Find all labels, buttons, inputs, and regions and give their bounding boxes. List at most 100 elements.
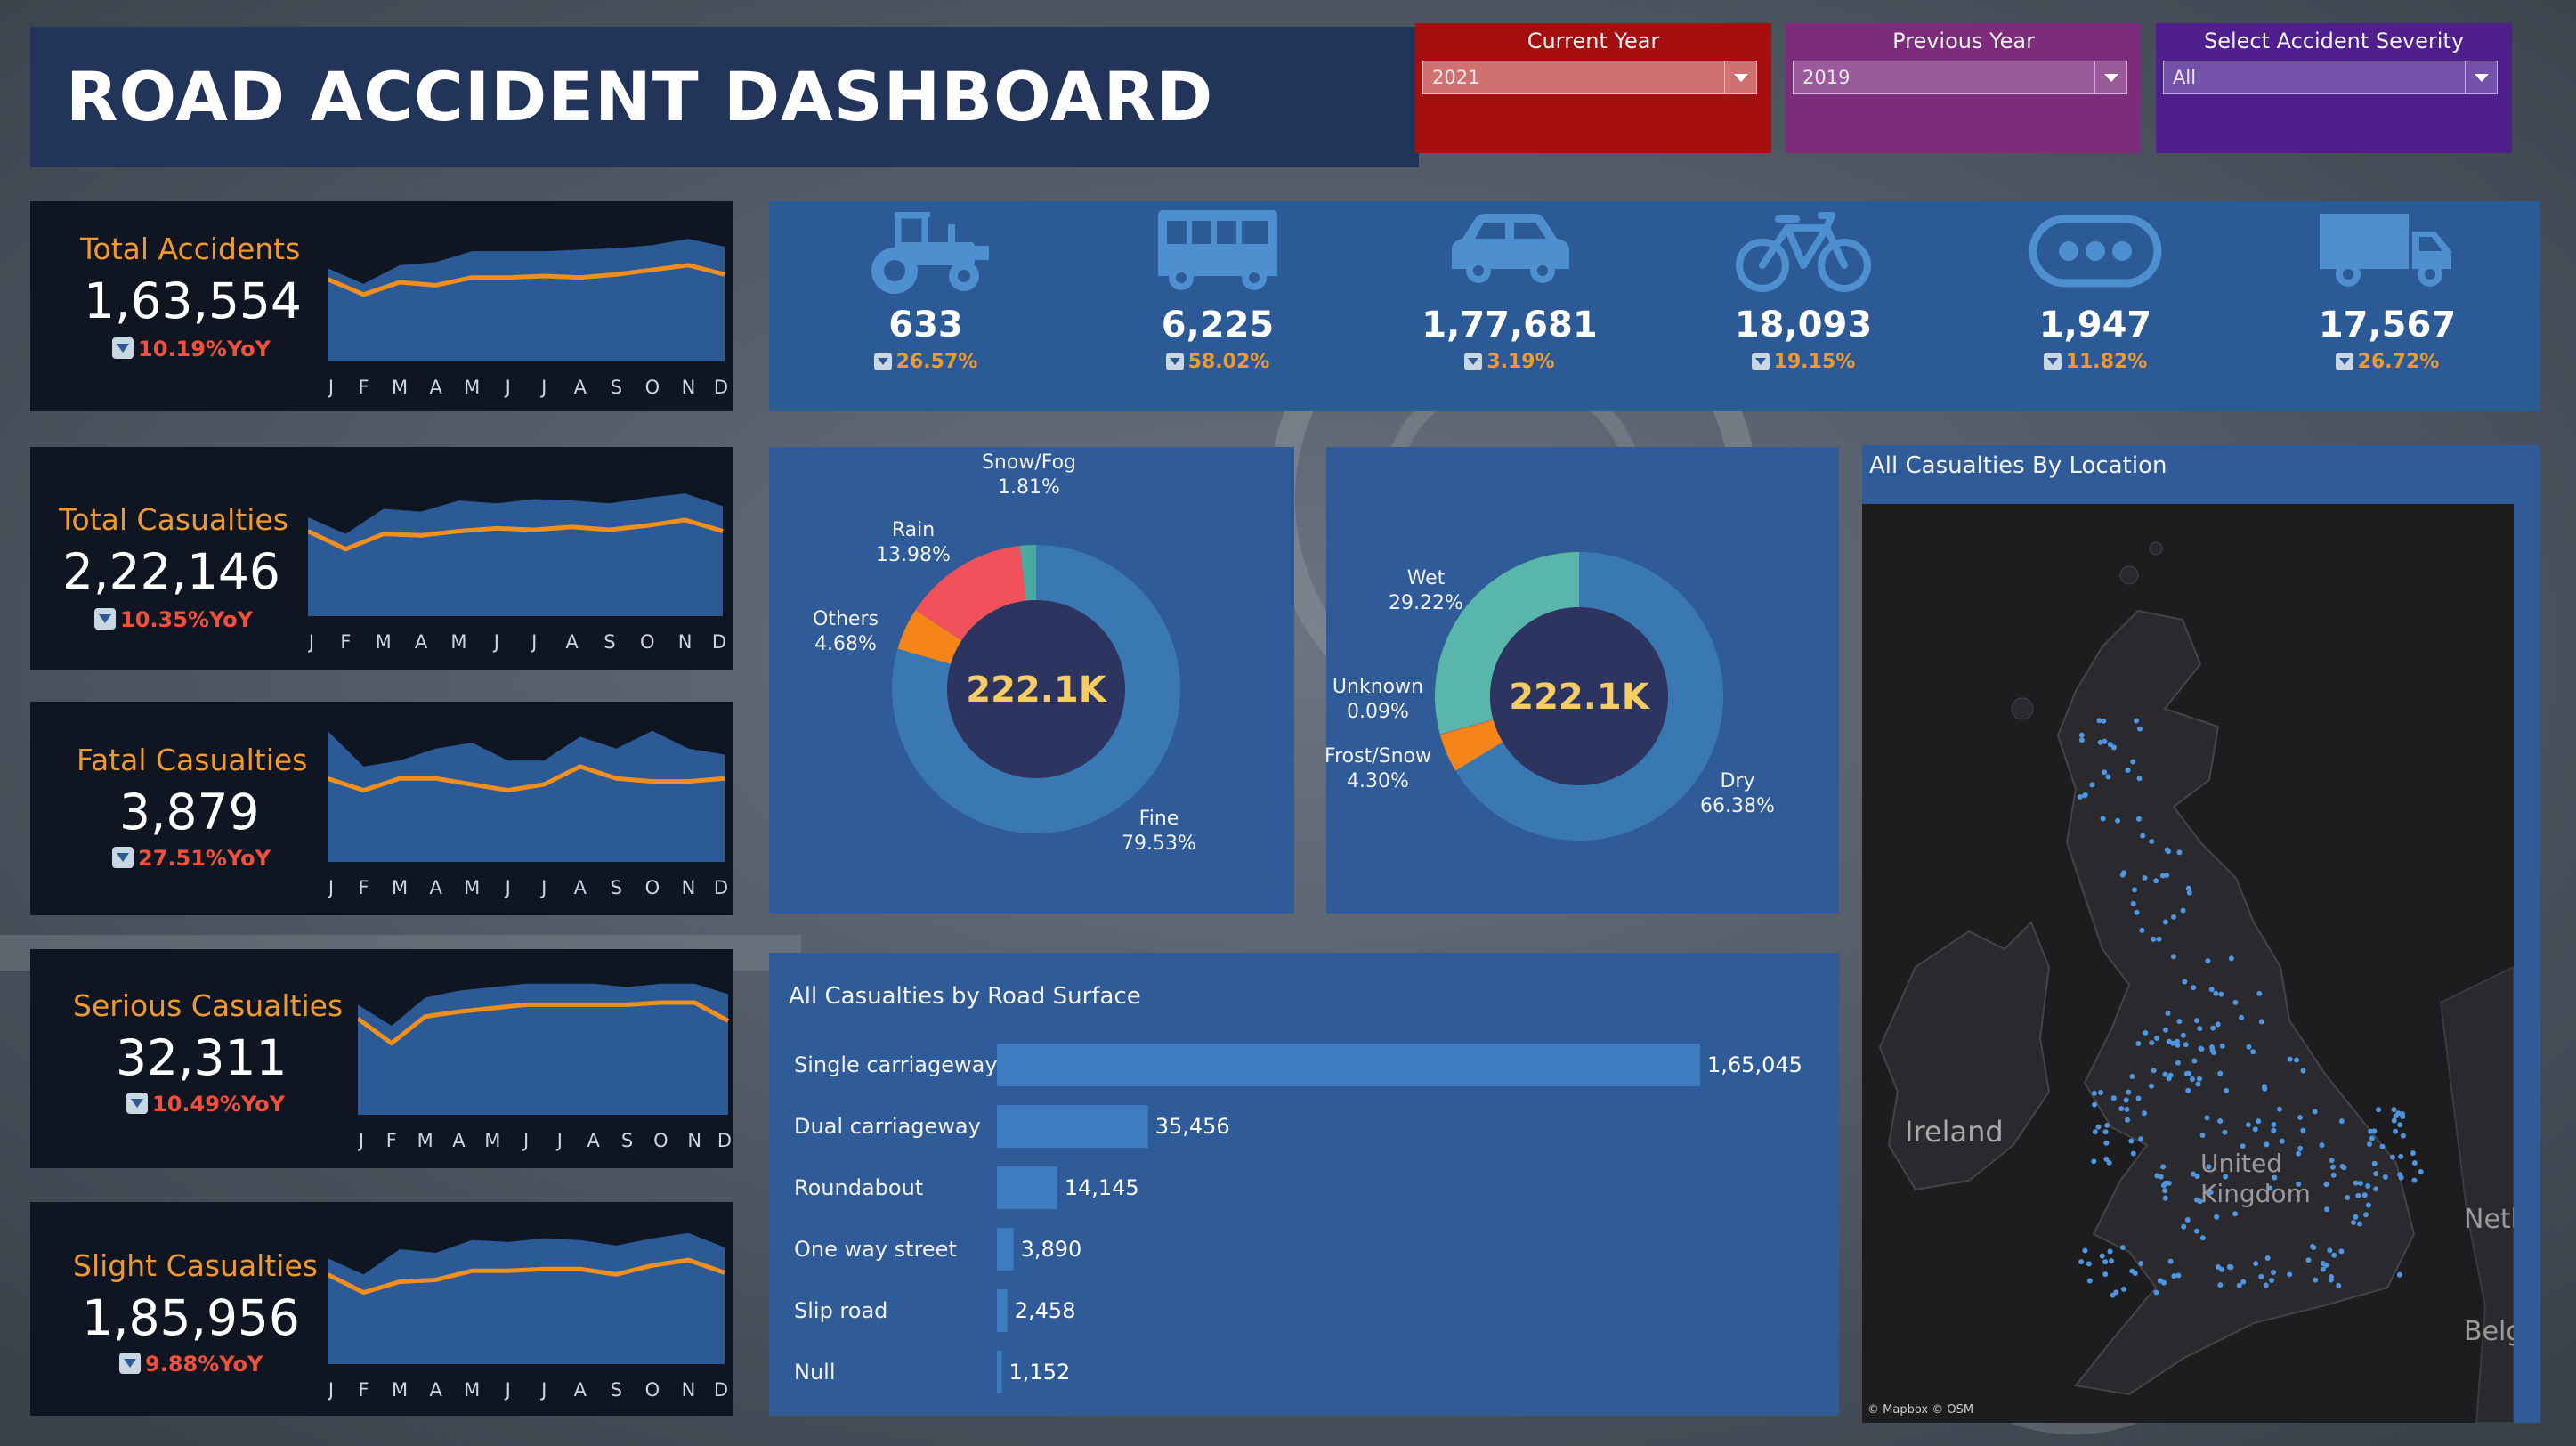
- location-dot: [2271, 1269, 2277, 1275]
- location-dot: [2363, 1212, 2369, 1218]
- bar[interactable]: [997, 1289, 1008, 1332]
- location-dot: [2139, 927, 2145, 933]
- chevron-down-icon[interactable]: [1724, 61, 1756, 93]
- bar-value-label: 3,890: [1021, 1237, 1082, 1262]
- map-canvas[interactable]: [1862, 504, 2514, 1423]
- chevron-down-icon[interactable]: [2094, 61, 2126, 93]
- current-year-area: [328, 1232, 725, 1364]
- month-tick-label: D: [712, 631, 726, 653]
- location-dot: [2208, 987, 2215, 993]
- location-dot: [2092, 1129, 2098, 1135]
- month-tick-label: N: [682, 877, 696, 898]
- location-dot: [2336, 1282, 2342, 1288]
- location-dot: [2240, 1143, 2246, 1149]
- current-year-filter[interactable]: Current Year 2021: [1415, 23, 1771, 153]
- location-dot: [2324, 1206, 2330, 1213]
- location-dot: [2250, 1049, 2256, 1055]
- bar[interactable]: [997, 1044, 1700, 1086]
- location-dot: [2140, 833, 2146, 839]
- location-dot: [2258, 1019, 2264, 1025]
- location-dot: [2126, 1089, 2132, 1095]
- location-dot: [2110, 1292, 2116, 1298]
- location-dot: [2163, 1027, 2169, 1033]
- location-dot: [2353, 1214, 2359, 1220]
- month-tick-label: M: [450, 631, 466, 653]
- weather-donut-panel: Fine 79.53% Others 4.68% Rain 13.98% Snow/Fog 1…: [769, 447, 1294, 914]
- location-dot: [2161, 1279, 2167, 1286]
- location-dot: [2189, 1076, 2195, 1082]
- location-dot: [2159, 873, 2166, 879]
- vehicle-yoy: 11.82%: [1962, 351, 2229, 373]
- location-dot: [2171, 1273, 2177, 1279]
- location-dot: [2137, 1136, 2143, 1142]
- previous-year-select[interactable]: 2019: [1793, 61, 2127, 94]
- location-dot: [2263, 1282, 2269, 1288]
- donut-slice[interactable]: [892, 545, 1180, 833]
- down-arrow-icon: [94, 608, 116, 630]
- slice-label: Wet: [1407, 567, 1446, 589]
- location-dot: [2418, 1168, 2424, 1174]
- kpi-yoy: 10.19%YoY: [112, 337, 271, 362]
- donut-slice[interactable]: [897, 610, 962, 664]
- donut-slice[interactable]: [1439, 719, 1494, 735]
- location-dot: [2269, 1278, 2275, 1284]
- location-dot: [2236, 1282, 2242, 1288]
- location-dot: [2185, 1070, 2191, 1076]
- location-dot: [2129, 1073, 2135, 1079]
- location-dot: [2245, 1122, 2251, 1128]
- casualty-location-map[interactable]: Ireland United Kingdom Neth Belg © Mapbo…: [1862, 504, 2514, 1423]
- month-tick-label: J: [328, 1379, 334, 1401]
- donut-slice[interactable]: [1439, 719, 1503, 771]
- month-tick-label: S: [603, 631, 615, 653]
- severity-select[interactable]: All: [2163, 61, 2498, 94]
- location-dot: [2258, 1273, 2264, 1279]
- slice-percent: 4.30%: [1347, 770, 1409, 792]
- bar-category-label: Single carriageway: [794, 1052, 998, 1077]
- month-tick-label: S: [611, 377, 622, 398]
- location-dot: [2382, 1174, 2388, 1180]
- bar[interactable]: [997, 1228, 1014, 1271]
- location-dot: [2205, 958, 2211, 964]
- location-dot: [2297, 1145, 2304, 1151]
- month-tick-label: D: [717, 1130, 732, 1151]
- location-dot: [2329, 1164, 2336, 1170]
- location-dot: [2130, 1150, 2136, 1157]
- down-arrow-icon: [873, 353, 892, 370]
- bar-category-label: Null: [794, 1360, 836, 1385]
- bar[interactable]: [997, 1105, 1148, 1148]
- previous-year-filter[interactable]: Previous Year 2019: [1786, 23, 2142, 153]
- vehicle-value: 1,947: [2038, 305, 2152, 345]
- location-dot: [2096, 718, 2102, 724]
- location-dot: [2287, 1056, 2293, 1062]
- bar[interactable]: [997, 1166, 1057, 1209]
- down-arrow-icon: [1464, 353, 1483, 370]
- vehicle-yoy: 26.72%: [2254, 351, 2521, 373]
- location-dot: [2102, 769, 2108, 776]
- location-dot: [2389, 1154, 2395, 1160]
- current-year-select[interactable]: 2021: [1422, 61, 1757, 94]
- donut-slice[interactable]: [1455, 552, 1723, 841]
- donut-slice[interactable]: [1435, 552, 1579, 735]
- bar[interactable]: [997, 1351, 1002, 1393]
- chevron-down-icon[interactable]: [2465, 61, 2497, 93]
- location-dot: [2246, 1044, 2252, 1050]
- kpi-yoy: 10.35%YoY: [94, 607, 253, 632]
- severity-filter[interactable]: Select Accident Severity All: [2156, 23, 2512, 153]
- location-dot: [2125, 1117, 2131, 1123]
- title-panel: ROAD ACCIDENT DASHBOARD: [30, 27, 1419, 167]
- donut-slice[interactable]: [915, 546, 1026, 641]
- location-dot: [2119, 1245, 2126, 1251]
- location-dot: [2160, 1164, 2167, 1170]
- down-arrow-icon: [1751, 353, 1770, 370]
- europe-landmass: [2439, 965, 2514, 1423]
- location-dot: [2323, 1182, 2329, 1188]
- location-dot: [2217, 1282, 2224, 1288]
- location-dot: [2095, 1124, 2102, 1130]
- donut-slice[interactable]: [1019, 545, 1036, 601]
- location-dot: [2323, 1262, 2329, 1268]
- vehicle-value: 6,225: [1161, 305, 1275, 345]
- month-tick-label: F: [358, 377, 369, 398]
